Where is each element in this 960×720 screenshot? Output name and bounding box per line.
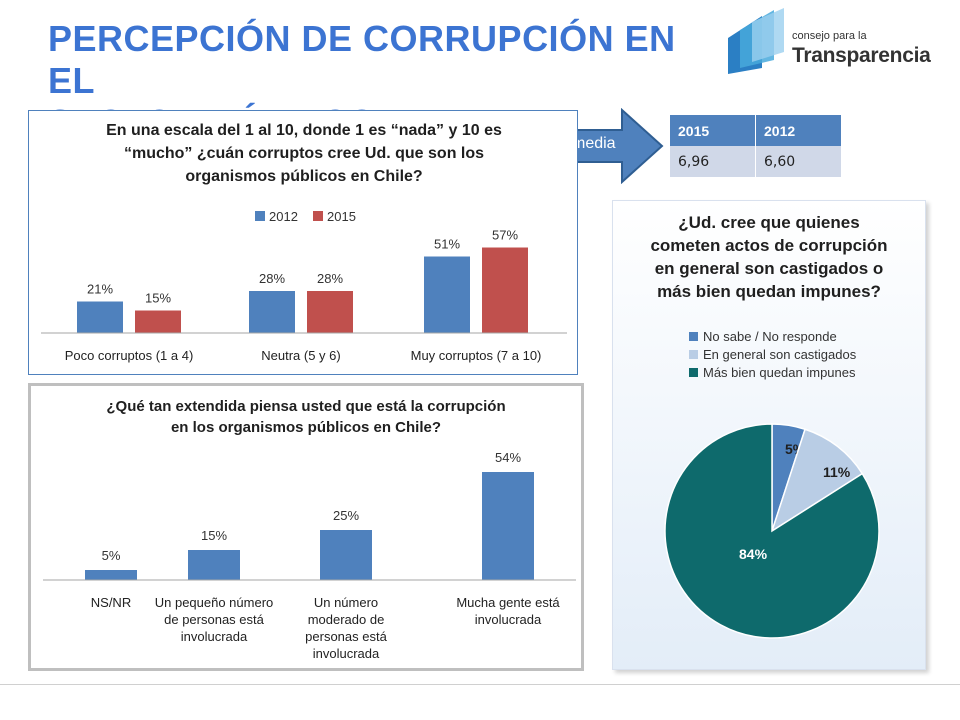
bar	[135, 310, 181, 333]
bar	[249, 291, 295, 333]
legend-swatch	[689, 332, 698, 341]
chart2-title-line: ¿Qué tan extendida piensa usted que está…	[106, 398, 506, 415]
bar	[482, 472, 534, 580]
data-label: 5%	[102, 548, 121, 563]
category-label: NS/NR	[91, 595, 131, 610]
bar	[77, 301, 123, 333]
chart3-title: ¿Ud. cree que quienes cometen actos de c…	[623, 211, 915, 303]
footer-divider	[0, 684, 960, 685]
chart2-title: ¿Qué tan extendida piensa usted que está…	[51, 396, 561, 438]
category-label: Neutra (5 y 6)	[261, 348, 340, 363]
pie-slice	[664, 423, 880, 639]
chart1-title: En una escala del 1 al 10, donde 1 es “n…	[49, 119, 559, 188]
pie-slice	[770, 428, 864, 533]
legend-label: 2015	[327, 209, 356, 224]
chart3-title-line: cometen actos de corrupción	[650, 236, 888, 255]
media-header-2012: 2012	[755, 115, 842, 146]
legend-label: Más bien quedan impunes	[703, 365, 856, 380]
data-label: 21%	[87, 282, 113, 297]
category-label: Muy corruptos (7 a 10)	[411, 348, 542, 363]
slice-label: 84%	[739, 546, 768, 562]
media-value-2012: 6,60	[755, 146, 842, 177]
chart-corruption-extent: ¿Qué tan extendida piensa usted que está…	[28, 383, 584, 671]
chart3-svg: No sabe / No responde En general son cast…	[664, 329, 880, 639]
slice-label: 11%	[823, 464, 851, 480]
data-label: 51%	[434, 237, 460, 252]
data-label: 28%	[259, 271, 285, 286]
legend-label: 2012	[269, 209, 298, 224]
data-label: 15%	[201, 528, 227, 543]
media-header-2015: 2015	[670, 115, 756, 146]
category-label: Un número	[314, 595, 378, 610]
media-label: media	[572, 135, 616, 152]
chart2-title-line: en los organismos públicos en Chile?	[170, 419, 442, 436]
logo-text-small: consejo para la	[792, 30, 867, 42]
chart-corruption-scale: En una escala del 1 al 10, donde 1 es “n…	[28, 110, 578, 375]
data-label: 57%	[492, 228, 518, 243]
legend-swatch	[689, 350, 698, 359]
media-value-2015: 6,96	[670, 146, 756, 177]
legend-label: No sabe / No responde	[703, 329, 837, 344]
title-line-1: PERCEPCIÓN DE CORRUPCIÓN EN EL	[48, 18, 676, 101]
chart-punishment: ¿Ud. cree que quienes cometen actos de c…	[612, 200, 926, 670]
bar	[85, 570, 137, 580]
category-label: involucrada	[313, 646, 380, 661]
category-label: involucrada	[475, 612, 542, 627]
legend-swatch	[689, 368, 698, 377]
bar	[188, 550, 240, 580]
logo: consejo para la Transparencia	[722, 8, 931, 78]
legend-swatch	[313, 211, 323, 221]
bar	[320, 530, 372, 580]
data-label: 28%	[317, 271, 343, 286]
category-label: Mucha gente está	[456, 595, 560, 610]
chart1-title-line: “mucho” ¿cuán corruptos cree Ud. que son…	[123, 145, 485, 162]
media-table: 2015 2012 6,96 6,60	[670, 115, 842, 177]
category-label: Poco corruptos (1 a 4)	[65, 348, 194, 363]
logo-text-big: Transparencia	[792, 44, 931, 67]
bar	[424, 256, 470, 333]
data-label: 25%	[333, 508, 359, 523]
chart1-title-line: organismos públicos en Chile?	[185, 168, 423, 185]
category-label: personas está	[305, 629, 387, 644]
chart1-title-line: En una escala del 1 al 10, donde 1 es “n…	[106, 122, 502, 139]
bar	[307, 291, 353, 333]
category-label: involucrada	[181, 629, 248, 644]
category-label: Un pequeño número	[155, 595, 274, 610]
chart3-title-line: en general son castigados o	[654, 259, 884, 278]
chart2-svg: 5% NS/NR 15% Un pequeño número de personas e…	[43, 450, 576, 661]
logo-mark-icon	[728, 8, 784, 74]
legend-swatch	[255, 211, 265, 221]
chart3-title-line: más bien quedan impunes?	[657, 282, 881, 301]
data-label: 54%	[495, 450, 521, 465]
chart3-title-line: ¿Ud. cree que quienes	[678, 213, 860, 232]
chart1-svg: 2012 2015 21% 15% Poco corruptos (1 a 4) 28% 2…	[41, 209, 567, 363]
data-label: 15%	[145, 291, 171, 306]
category-label: moderado de	[308, 612, 385, 627]
bar	[482, 247, 528, 333]
legend-label: En general son castigados	[703, 347, 857, 362]
category-label: de personas está	[164, 612, 265, 627]
